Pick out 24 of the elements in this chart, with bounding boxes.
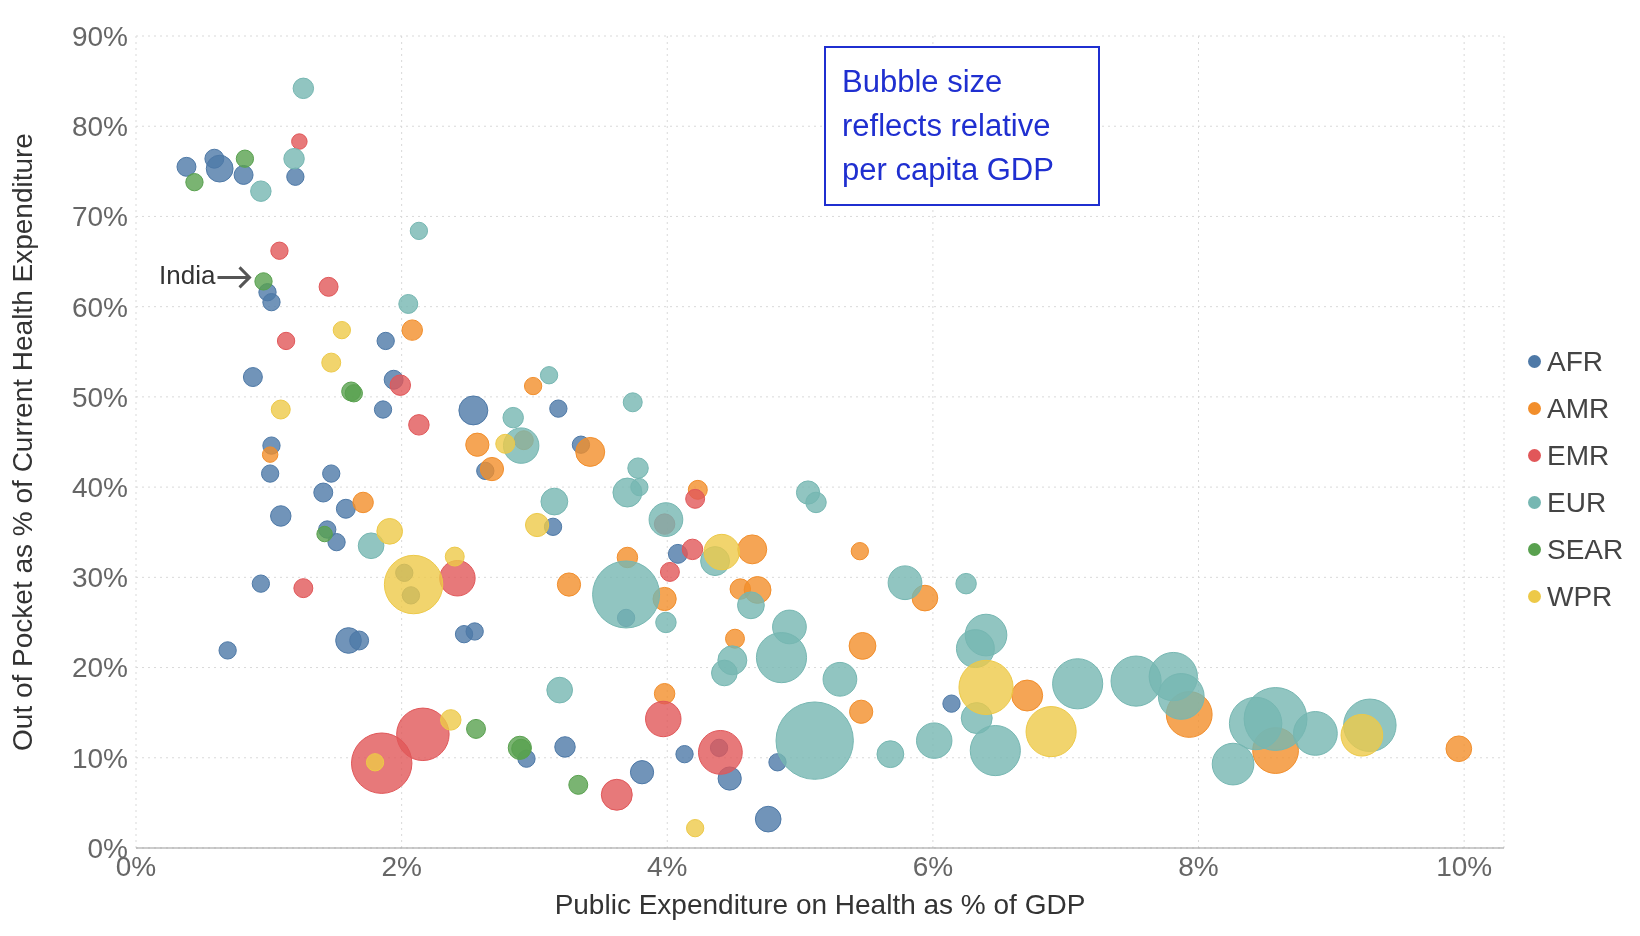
legend-label: EUR xyxy=(1547,486,1607,519)
y-axis-title: Out of Pocket as % of Current Health Expenditure xyxy=(6,133,38,751)
legend-label: EMR xyxy=(1547,439,1610,472)
y-tick-label: 80% xyxy=(71,111,128,143)
y-tick-label: 70% xyxy=(71,201,128,233)
y-tick-label: 40% xyxy=(71,472,128,504)
y-tick-label: 50% xyxy=(71,381,128,413)
annotation: Bubble size reflects relative per capita GDP xyxy=(824,46,1100,206)
y-tick-label: 10% xyxy=(71,742,128,774)
legend-label: WPR xyxy=(1547,580,1613,613)
x-tick-label: 4% xyxy=(647,850,688,882)
y-tick-label: 30% xyxy=(71,562,128,594)
x-axis-title: Public Expenditure on Health as % of GDP xyxy=(554,889,1086,920)
y-tick-label: 90% xyxy=(71,20,128,52)
legend-label: AFR xyxy=(1547,345,1603,378)
y-tick-label: 60% xyxy=(71,291,128,323)
x-tick-label: 6% xyxy=(912,850,954,882)
annotation: India xyxy=(159,260,217,291)
x-tick-label: 2% xyxy=(381,850,422,882)
y-tick-label: 20% xyxy=(71,652,128,684)
x-tick-label: 10% xyxy=(1436,850,1493,882)
legend-label: AMR xyxy=(1547,392,1610,425)
legend-label: SEAR xyxy=(1547,533,1624,566)
x-tick-label: 8% xyxy=(1178,850,1219,882)
